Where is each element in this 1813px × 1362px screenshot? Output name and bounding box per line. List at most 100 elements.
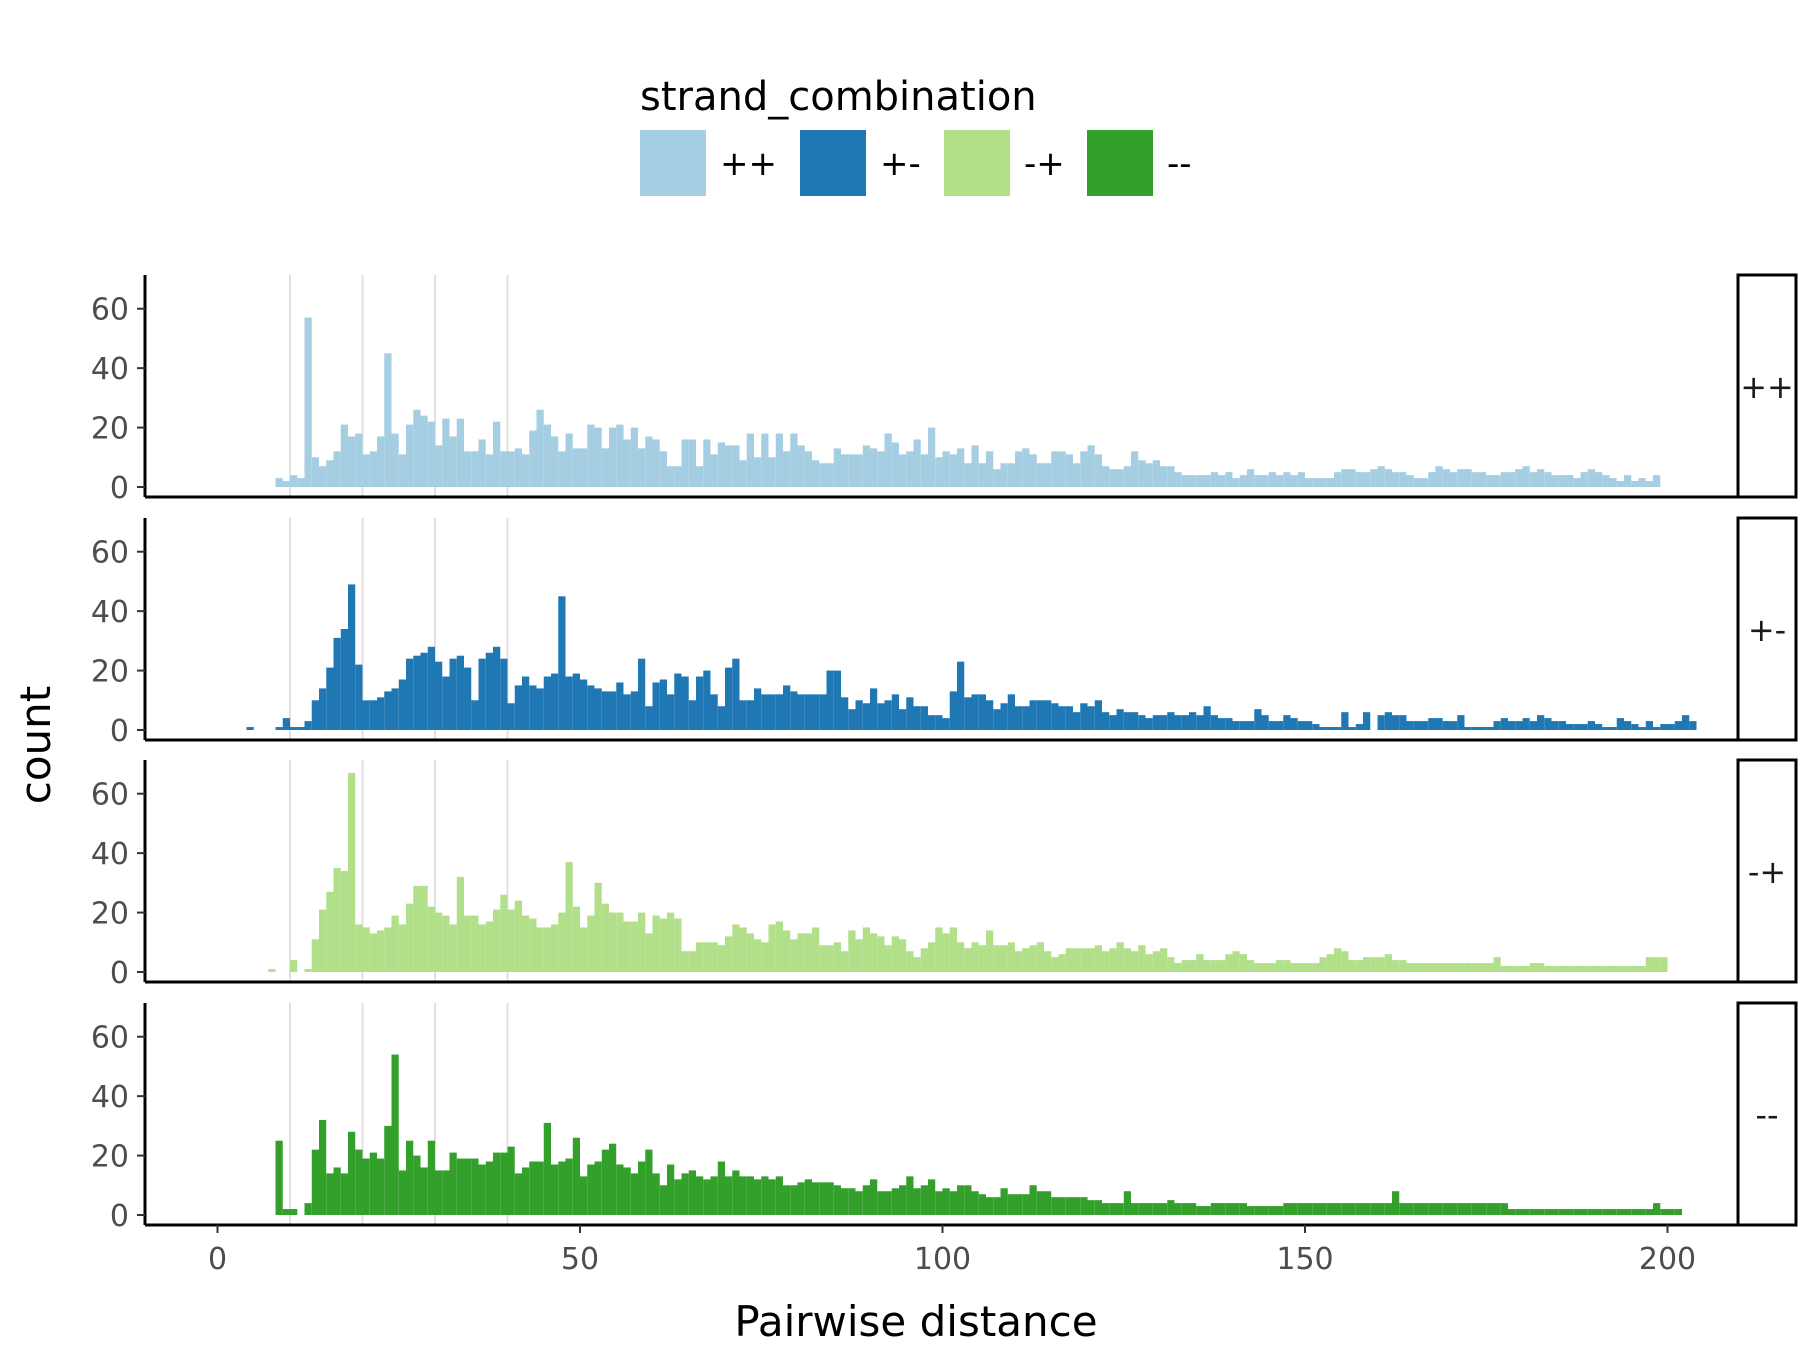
histogram-bar <box>928 942 936 972</box>
histogram-bar <box>1065 706 1073 730</box>
histogram-bar <box>862 445 870 487</box>
histogram-bar <box>1029 945 1037 972</box>
histogram-bar <box>1007 694 1015 730</box>
histogram-bar <box>1268 472 1276 487</box>
histogram-bar <box>1377 466 1385 487</box>
histogram-bar <box>1370 1203 1378 1215</box>
histogram-bar <box>1319 1203 1327 1215</box>
histogram-bar <box>746 933 754 972</box>
histogram-bar <box>935 715 943 730</box>
histogram-bar <box>1464 469 1472 487</box>
histogram-bar <box>775 921 783 972</box>
histogram-bar <box>1406 721 1414 730</box>
y-tick-label: 40 <box>91 595 129 630</box>
histogram-bar <box>1580 966 1588 972</box>
histogram-bar <box>427 421 435 487</box>
facet-panel: 0 20 40 60 -- <box>91 1001 1798 1234</box>
histogram-bar <box>543 1122 551 1215</box>
histogram-bar <box>1044 951 1052 972</box>
histogram-bar <box>1355 472 1363 487</box>
histogram-bar <box>319 466 327 487</box>
histogram-bar <box>1645 721 1653 730</box>
histogram-bar <box>398 924 406 972</box>
histogram-bar <box>746 1176 754 1215</box>
histogram-bar <box>1522 466 1530 487</box>
histogram-bar <box>775 1176 783 1215</box>
histogram-bar <box>1203 475 1211 487</box>
histogram-bar <box>978 945 986 972</box>
histogram-bar <box>1551 721 1559 730</box>
histogram-bar <box>1000 703 1008 730</box>
histogram-bar <box>1471 1203 1479 1215</box>
legend: strand_combination ++ +- -+ -- <box>640 74 1192 196</box>
histogram-bar <box>862 703 870 730</box>
histogram-bar <box>297 727 305 730</box>
facet-strip <box>1736 758 1798 984</box>
histogram-bar <box>319 909 327 972</box>
histogram-bar <box>522 676 530 730</box>
histogram-bar <box>1210 960 1218 972</box>
histogram-bar <box>565 676 573 730</box>
histogram-bar <box>1660 1209 1668 1215</box>
histogram-bar <box>1247 1206 1255 1215</box>
histogram-bar <box>493 909 501 972</box>
x-tick-label: 200 <box>1639 1242 1696 1277</box>
histogram-bar <box>1131 1203 1139 1215</box>
histogram-bar <box>623 1167 631 1215</box>
histogram-bar <box>1355 1203 1363 1215</box>
histogram-bar <box>377 697 385 730</box>
histogram-bar <box>1174 963 1182 972</box>
histogram-bar <box>935 1191 943 1215</box>
histogram-bar <box>522 915 530 972</box>
histogram-bar <box>949 691 957 730</box>
histogram-bar <box>993 469 1001 487</box>
histogram-bar <box>1471 727 1479 730</box>
histogram-bar <box>384 691 392 730</box>
histogram-bar <box>1442 469 1450 487</box>
histogram-bar <box>333 1167 341 1215</box>
histogram-bar <box>1515 1209 1523 1215</box>
histogram-bar <box>1689 721 1697 730</box>
histogram-bar <box>1254 475 1262 487</box>
histogram-bar <box>1377 957 1385 972</box>
histogram-bar <box>1160 466 1168 487</box>
histogram-bar <box>1073 1197 1081 1215</box>
histogram-bar <box>355 924 363 972</box>
histogram-bar <box>1653 727 1661 730</box>
histogram-bar <box>1544 966 1552 972</box>
histogram-bar <box>1616 718 1624 730</box>
histogram-bar <box>1036 463 1044 487</box>
histogram-bar <box>688 700 696 730</box>
histogram-bar <box>398 679 406 730</box>
histogram-bar <box>1102 1203 1110 1215</box>
legend-swatch <box>800 130 866 196</box>
histogram-bar <box>1087 948 1095 972</box>
histogram-bar <box>1239 721 1247 730</box>
y-tick-label: 60 <box>91 536 129 571</box>
histogram-bar <box>797 694 805 730</box>
histogram-bar <box>558 596 566 730</box>
y-tick-label: 60 <box>91 1021 129 1056</box>
histogram-bar <box>1160 948 1168 972</box>
histogram-bar <box>1508 721 1516 730</box>
histogram-bar <box>1609 478 1617 487</box>
histogram-bar <box>812 927 820 972</box>
histogram-bar <box>732 445 740 487</box>
histogram-bar <box>1493 475 1501 487</box>
histogram-bar <box>1616 481 1624 487</box>
histogram-bar <box>456 655 464 730</box>
histogram-bar <box>630 691 638 730</box>
histogram-bar <box>1522 718 1530 730</box>
histogram-bar <box>580 679 588 730</box>
histogram-bar <box>790 939 798 972</box>
histogram-bar <box>1479 963 1487 972</box>
histogram-bar <box>558 451 566 487</box>
y-axis-label: count <box>11 686 60 805</box>
histogram-bar <box>478 439 486 487</box>
histogram-bar <box>1312 478 1320 487</box>
histogram-bar <box>761 1176 769 1215</box>
histogram-bar <box>761 433 769 487</box>
histogram-bar <box>1334 727 1342 730</box>
histogram-bar <box>848 930 856 972</box>
histogram-bar <box>427 646 435 730</box>
